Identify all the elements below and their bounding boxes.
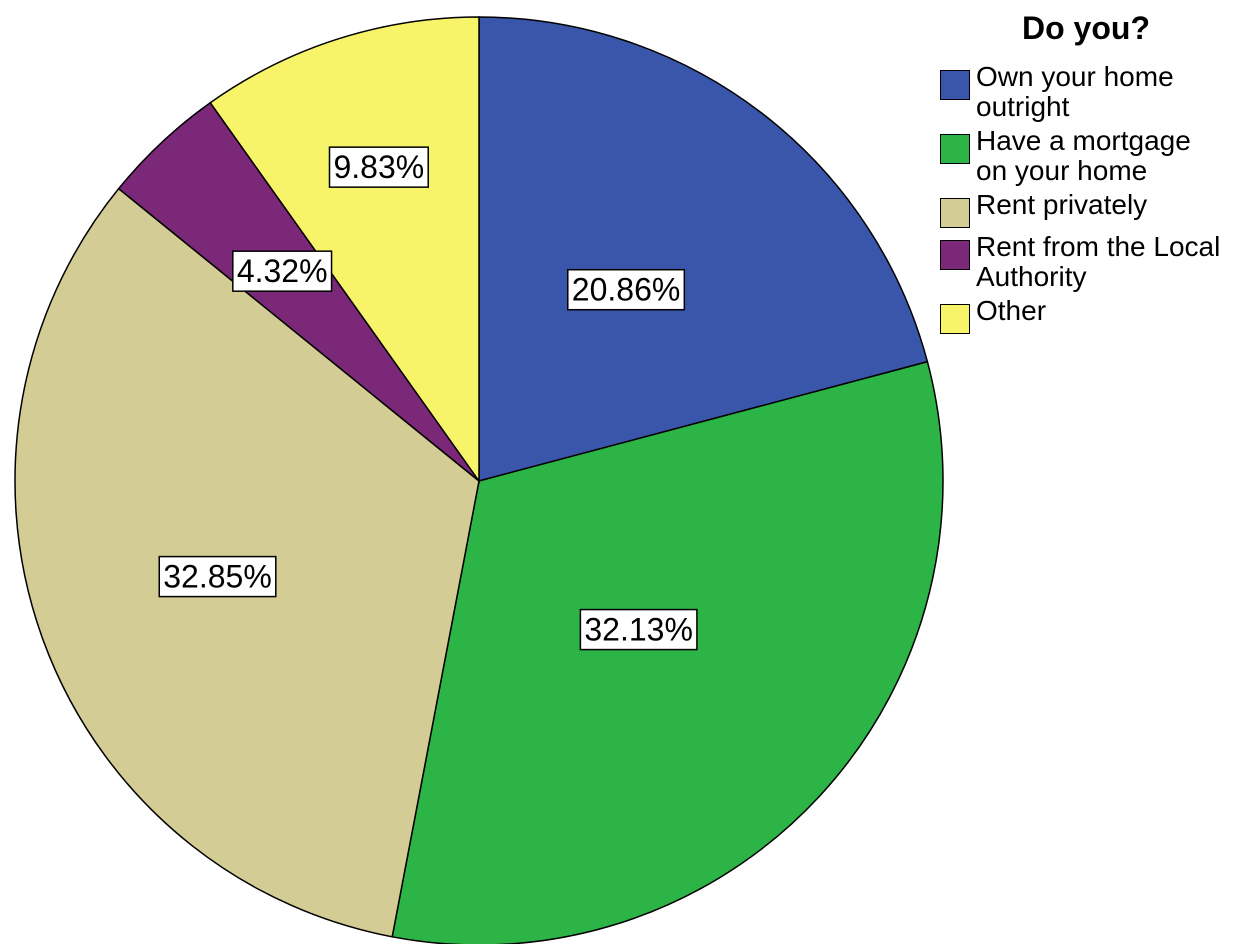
data-label-4: 9.83% — [328, 146, 429, 188]
legend-item-3: Rent from the Local Authority — [940, 232, 1250, 292]
pie-data-labels: 20.86% 32.13% 32.85% 4.32% 9.83% — [158, 146, 698, 651]
legend-swatch-0 — [940, 70, 970, 100]
legend-swatch-4 — [940, 304, 970, 334]
pie-slices — [14, 16, 944, 944]
legend-item-0: Own your home outright — [940, 62, 1250, 122]
pie-slice-4 — [209, 16, 480, 484]
legend-swatch-3 — [940, 240, 970, 270]
legend-item-2: Rent privately — [940, 190, 1250, 228]
data-label-box-2 — [158, 555, 277, 598]
chart-legend: Do you? Own your home outright Have a mort… — [940, 8, 1250, 338]
data-label-box-3 — [232, 250, 333, 292]
data-label-2: 32.85% — [158, 555, 277, 598]
legend-item-1: Have a mortgage on your home — [940, 126, 1250, 186]
pie-slice-0 — [478, 16, 929, 482]
legend-items: Own your home outright Have a mortgage on y… — [940, 62, 1250, 334]
data-label-box-1 — [579, 608, 698, 651]
legend-label-0: Own your home outright — [976, 61, 1174, 122]
data-label-box-0 — [567, 268, 686, 311]
pie-slice-1 — [391, 360, 944, 944]
legend-swatch-1 — [940, 134, 970, 164]
legend-label-2: Rent privately — [976, 189, 1148, 220]
legend-title: Do you? — [1022, 10, 1150, 46]
legend-item-4: Other — [940, 296, 1250, 334]
data-label-3: 4.32% — [232, 250, 333, 292]
legend-label-3: Rent from the Local Authority — [976, 231, 1221, 292]
data-label-text-0: 20.86% — [572, 272, 681, 308]
data-label-text-2: 32.85% — [163, 559, 272, 595]
data-label-1: 32.13% — [579, 608, 698, 651]
data-label-box-4 — [328, 146, 429, 188]
data-label-text-4: 9.83% — [333, 149, 424, 185]
legend-label-4: Other — [976, 295, 1047, 326]
legend-label-1: Have a mortgage on your home — [976, 125, 1191, 186]
data-label-0: 20.86% — [567, 268, 686, 311]
data-label-text-3: 4.32% — [237, 253, 328, 289]
legend-swatch-2 — [940, 198, 970, 228]
data-label-text-1: 32.13% — [584, 612, 693, 648]
